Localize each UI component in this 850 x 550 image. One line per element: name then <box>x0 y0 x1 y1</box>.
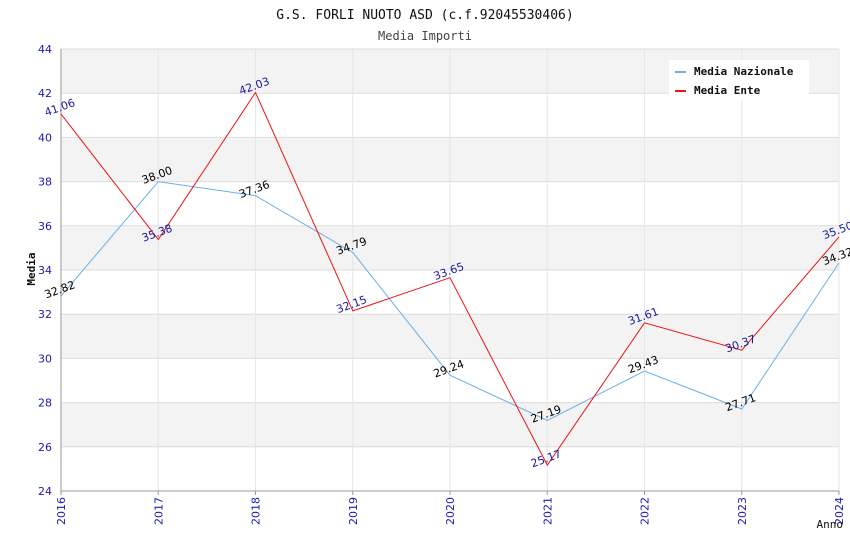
legend-box <box>669 60 809 100</box>
y-tick-label: 28 <box>38 397 52 410</box>
legend-label-media-ente: Media Ente <box>694 84 761 97</box>
x-tick-label: 2021 <box>541 497 554 525</box>
x-tick-label: 2016 <box>55 497 68 525</box>
y-tick-label: 34 <box>38 264 52 277</box>
x-tick-label: 2022 <box>639 497 652 525</box>
y-tick-label: 42 <box>38 87 52 100</box>
y-tick-label: 32 <box>38 308 52 321</box>
y-axis-label: Media <box>25 252 38 285</box>
y-tick-label: 24 <box>38 485 52 498</box>
x-tick-label: 2020 <box>444 497 457 525</box>
x-tick-label: 2019 <box>347 497 360 525</box>
legend: Media Nazionale Media Ente <box>669 60 809 100</box>
y-tick-label: 38 <box>38 176 52 189</box>
x-tick-labels: 2016 2017 2018 2019 2020 2021 2022 2023 2024 <box>55 497 846 525</box>
x-tick-label: 2017 <box>152 497 165 525</box>
x-tick-label: 2018 <box>250 497 263 525</box>
chart-subtitle: Media Importi <box>378 29 472 43</box>
legend-label-media-nazionale: Media Nazionale <box>694 65 794 78</box>
y-tick-label: 36 <box>38 220 52 233</box>
y-tick-label: 26 <box>38 441 52 454</box>
axes <box>60 49 840 495</box>
x-tick-label: 2023 <box>736 497 749 525</box>
x-axis-label: Anno <box>817 518 844 531</box>
series-line-media-nazionale <box>60 181 840 422</box>
series-lines <box>60 91 840 467</box>
chart-title: G.S. FORLI NUOTO ASD (c.f.92045530406) <box>276 8 573 23</box>
x-tick-label: 2024 <box>833 497 846 525</box>
y-tick-label: 44 <box>38 43 52 56</box>
y-tick-label: 30 <box>38 352 52 365</box>
y-tick-label: 40 <box>38 131 52 144</box>
series-line-media-ente <box>60 91 840 467</box>
y-tick-labels: 24 26 28 30 32 34 36 38 40 42 44 <box>38 43 52 498</box>
